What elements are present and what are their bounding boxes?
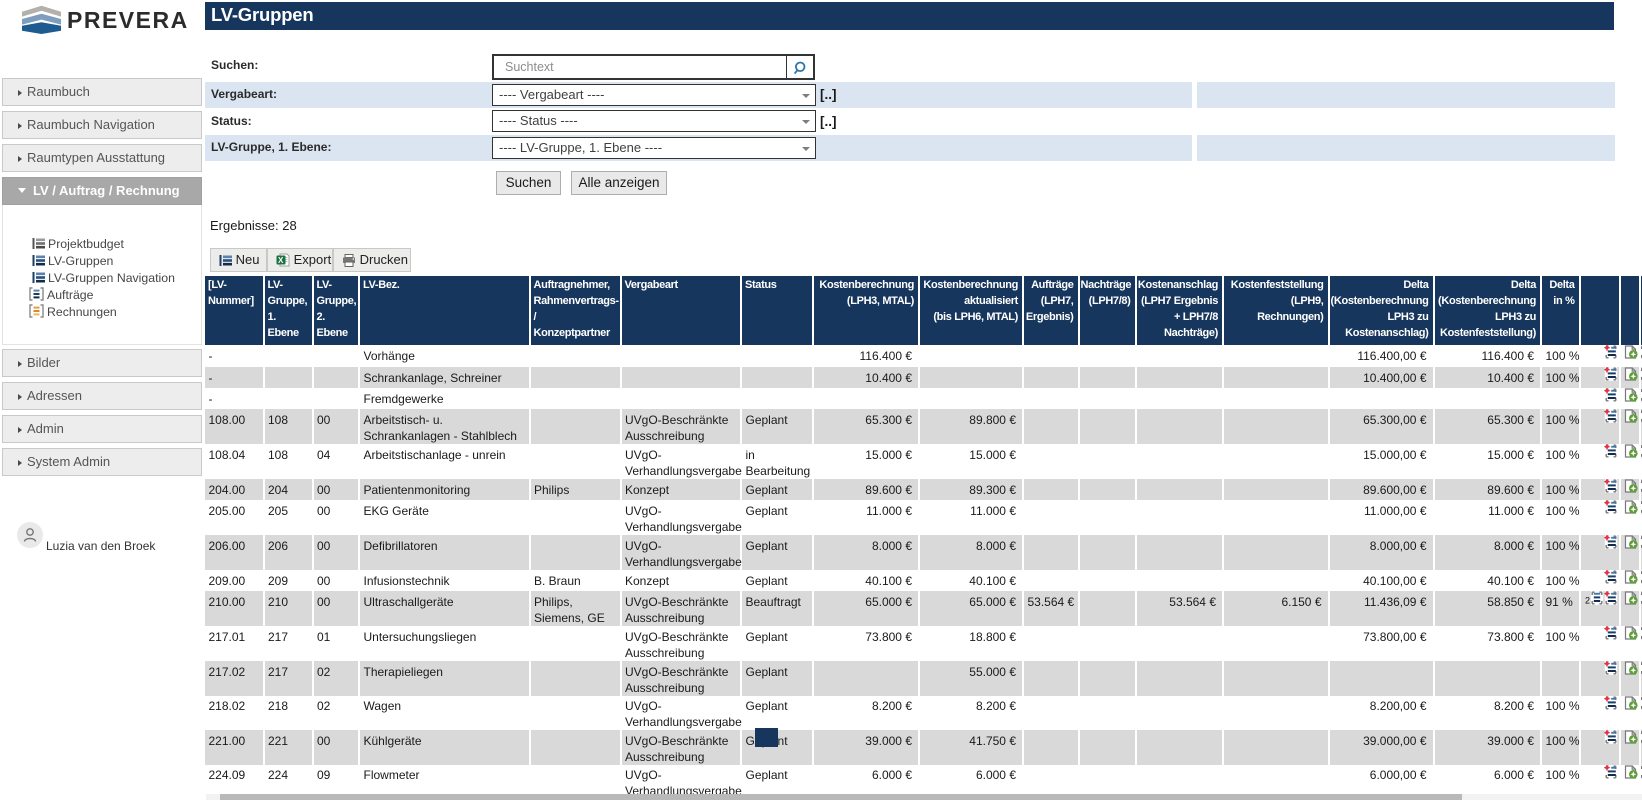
- svg-text:2: 2: [1585, 596, 1590, 606]
- svg-text:X: X: [278, 256, 284, 265]
